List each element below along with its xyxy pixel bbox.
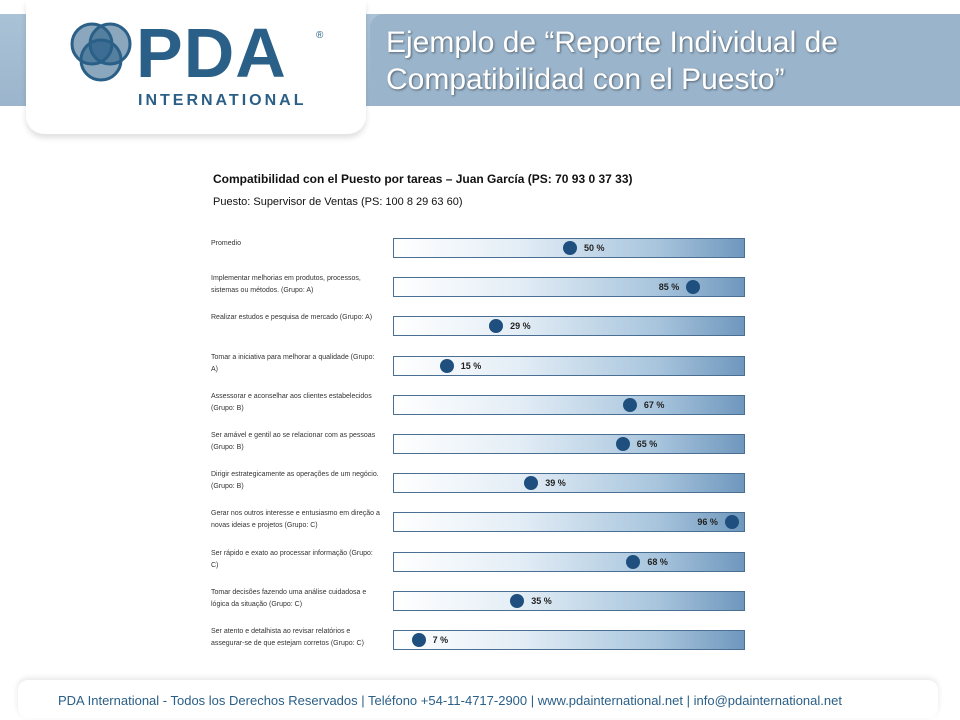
task-label: Promedio xyxy=(211,240,241,247)
score-marker xyxy=(510,594,525,608)
score-marker xyxy=(439,359,454,373)
footer-text: PDA International - Todos los Derechos R… xyxy=(58,693,842,708)
task-label: Gerar nos outros interesse e entusiasmo … xyxy=(211,510,380,529)
score-marker xyxy=(622,398,637,412)
score-marker xyxy=(411,633,426,647)
task-label: Ser rápido e exato ao processar informaç… xyxy=(211,550,373,569)
task-bar: 96 % xyxy=(393,512,745,532)
task-bar: 7 % xyxy=(393,630,745,650)
task-label: Tomar decisões fazendo uma análise cuida… xyxy=(211,589,367,608)
footer: PDA International - Todos los Derechos R… xyxy=(18,680,938,718)
score-label: 68 % xyxy=(647,557,668,567)
score-label: 85 % xyxy=(658,282,680,292)
logo-registered-mark: ® xyxy=(316,30,324,41)
task-label: Realizar estudos e pesquisa de mercado (… xyxy=(211,314,373,321)
logo: PDA ® INTERNATIONAL xyxy=(26,0,366,134)
score-label: 15 % xyxy=(460,361,482,371)
task-label: Ser amável e gentil ao se relacionar com… xyxy=(211,432,376,451)
task-label: Dirigir estrategicamente as operações de… xyxy=(211,471,379,490)
task-bar: 67 % xyxy=(393,395,745,415)
task-bar: 15 % xyxy=(393,356,745,376)
score-marker xyxy=(489,319,504,333)
score-label: 7 % xyxy=(432,635,449,645)
score-label: 67 % xyxy=(643,400,665,410)
task-bar: 65 % xyxy=(393,434,745,454)
task-bar: 29 % xyxy=(393,316,745,336)
score-marker xyxy=(686,280,701,294)
task-bar: 68 % xyxy=(393,552,745,572)
task-bar: 39 % xyxy=(393,473,745,493)
title-panel: Ejemplo de “Reporte Individual de Compat… xyxy=(370,14,960,106)
score-marker xyxy=(724,515,739,529)
score-label: 96 % xyxy=(697,517,718,527)
logo-wordmark: PDA xyxy=(136,14,287,92)
task-label: Implementar melhorias em produtos, proce… xyxy=(211,275,361,294)
task-bar: 50 % xyxy=(393,238,745,258)
score-label: 39 % xyxy=(545,478,566,488)
page-title: Ejemplo de “Reporte Individual de Compat… xyxy=(386,26,838,96)
logo-subtext: INTERNATIONAL xyxy=(138,92,307,109)
task-label: Tomar a iniciativa para melhorar a quali… xyxy=(211,354,375,373)
score-marker xyxy=(626,555,641,569)
score-marker xyxy=(524,476,539,490)
score-label: 29 % xyxy=(510,321,531,331)
task-bar: 85 % xyxy=(393,277,745,297)
score-label: 35 % xyxy=(531,596,552,606)
score-label: 50 % xyxy=(584,243,605,253)
score-label: 65 % xyxy=(636,439,658,449)
logo-circles-icon xyxy=(70,22,132,82)
task-bar: 35 % xyxy=(393,591,745,611)
task-label: Assessorar e aconselhar aos clientes est… xyxy=(211,393,372,412)
chart-subtitle: Puesto: Supervisor de Ventas (PS: 100 8 … xyxy=(213,196,463,208)
task-label: Ser atento e detalhista ao revisar relat… xyxy=(211,628,364,647)
score-marker xyxy=(615,437,630,451)
score-marker xyxy=(563,241,577,255)
chart-title: Compatibilidad con el Puesto por tareas … xyxy=(213,172,633,186)
